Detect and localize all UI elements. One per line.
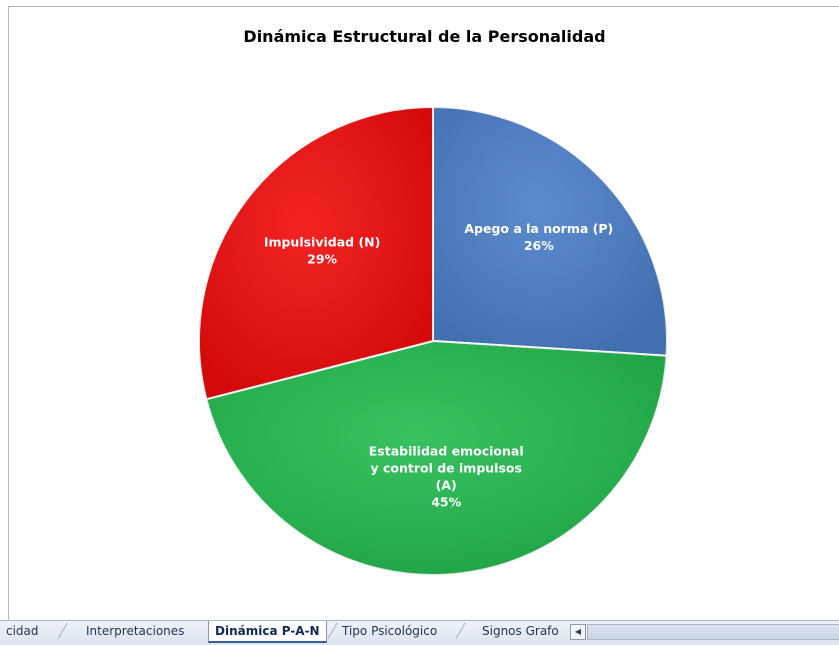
slice-data-label: Apego a la norma (P) 26% (464, 221, 613, 253)
slice-percent-label: 26% (524, 238, 554, 253)
pie-slice-shading (198, 106, 433, 400)
chart-area: Dinámica Estructural de la Personalidad … (8, 6, 839, 621)
slice-name-label: Apego a la norma (P) (464, 221, 613, 236)
tab-scroll-left-icon[interactable]: ◀ (570, 624, 586, 640)
slice-percent-label: 29% (307, 251, 337, 266)
sheet-tab-interpretaciones[interactable]: Interpretaciones (86, 624, 185, 638)
sheet-tab-dinamica[interactable]: Dinámica P-A-N (208, 621, 327, 643)
slice-name-label: Estabilidad emocional (369, 443, 524, 458)
slice-name-label: Impulsividad (N) (264, 234, 381, 249)
slice-data-label: Estabilidad emocional y control de impuls… (369, 443, 524, 509)
slice-percent-label: 45% (431, 494, 461, 509)
sheet-tab-cidad[interactable]: cidad (6, 624, 39, 638)
pie-slice-shading (206, 341, 667, 576)
chart-title: Dinámica Estructural de la Personalidad (243, 27, 606, 46)
pie-slice-shading (433, 107, 668, 356)
pie-chart: Apego a la norma (P) 26% Estabilidad emoci… (198, 105, 668, 576)
slice-name-label: y control de impulsos (370, 460, 521, 475)
horizontal-scrollbar[interactable] (587, 624, 839, 640)
sheet-tab-bar: cidad Interpretaciones Dinámica P-A-N Ti… (0, 620, 839, 645)
tab-separator (57, 623, 68, 639)
slice-data-label: Impulsividad (N) 29% (264, 234, 381, 266)
tab-separator (455, 623, 466, 639)
sheet-tab-signos-grafo[interactable]: Signos Grafo (482, 624, 559, 638)
sheet-tab-tipo-psicologico[interactable]: Tipo Psicológico (342, 624, 438, 638)
slice-name-label: (A) (436, 477, 457, 492)
